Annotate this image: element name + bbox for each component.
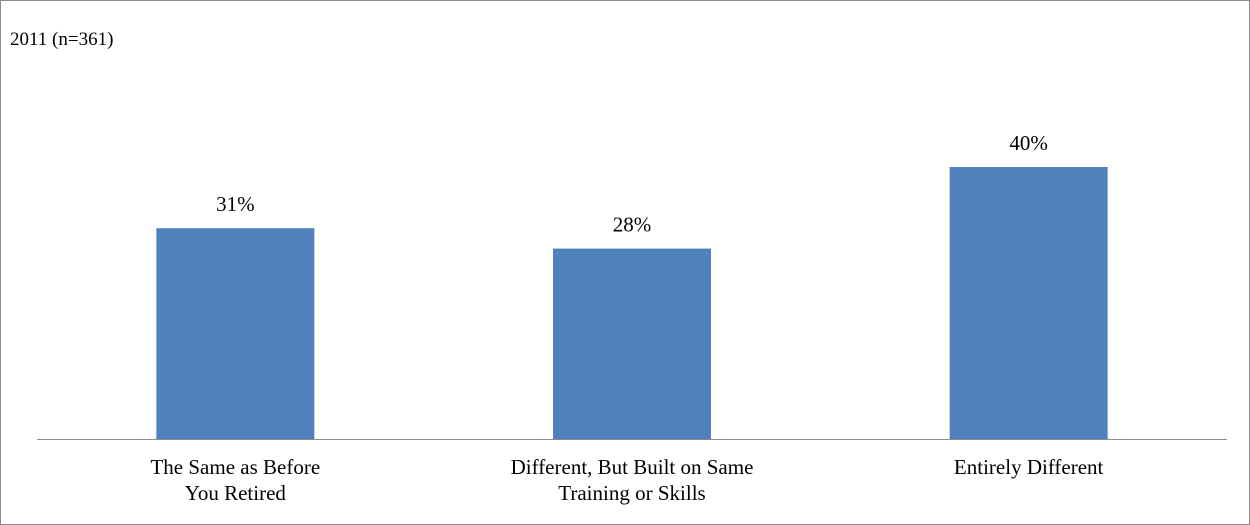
bar-1 bbox=[156, 228, 315, 439]
chart-title: 2011 (n=361) bbox=[10, 29, 114, 50]
x-tick-label-1-line-1: The Same as Before bbox=[150, 455, 320, 479]
x-tick-label-2-line-1: Different, But Built on Same bbox=[511, 455, 754, 479]
bar-3 bbox=[949, 167, 1108, 439]
data-label-1: 31% bbox=[216, 192, 255, 216]
bar-2 bbox=[553, 248, 711, 439]
x-tick-label-1-line-2: You Retired bbox=[185, 481, 287, 505]
x-tick-label-3-line-1: Entirely Different bbox=[954, 455, 1104, 479]
data-label-3: 40% bbox=[1009, 131, 1048, 155]
data-label-2: 28% bbox=[613, 213, 652, 237]
x-tick-label-2-line-2: Training or Skills bbox=[558, 481, 705, 505]
